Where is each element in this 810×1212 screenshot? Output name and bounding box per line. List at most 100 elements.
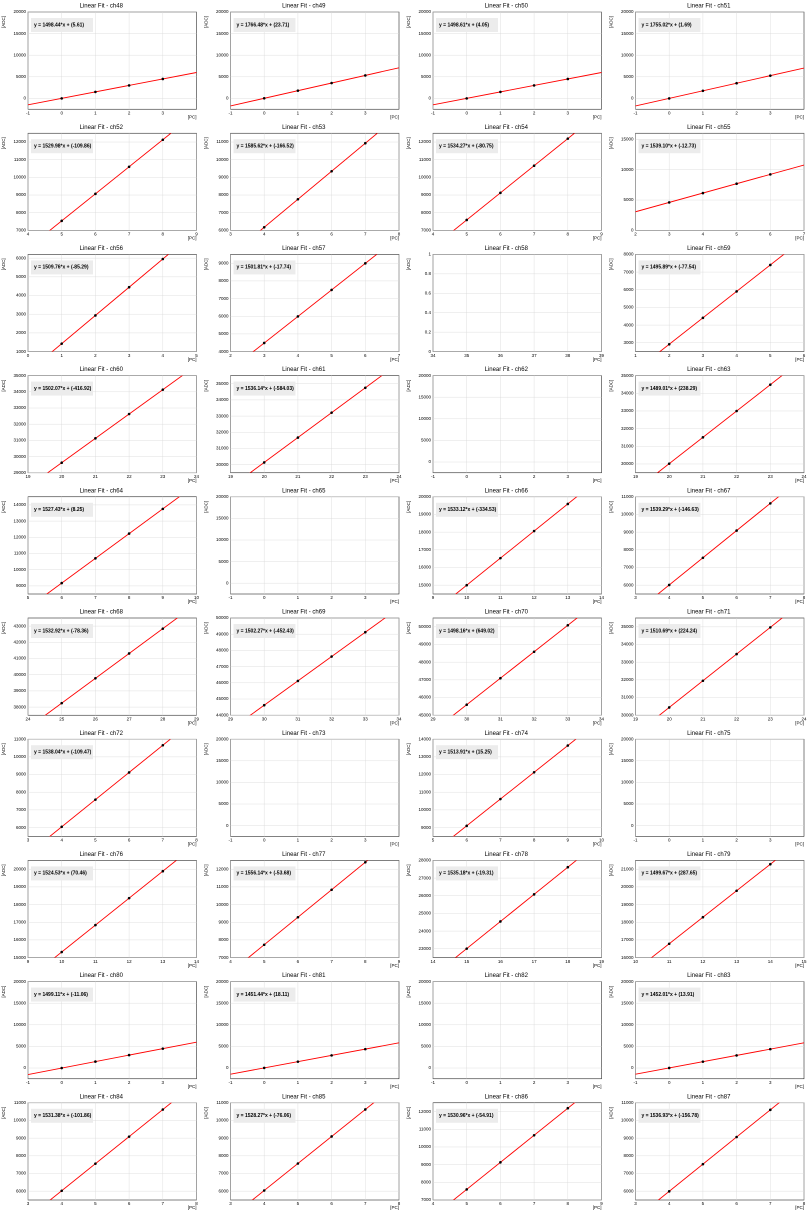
x-axis-label: [PC] (188, 599, 197, 604)
y-axis-label: [ADC] (609, 986, 614, 998)
x-tick-label: 7 (162, 838, 165, 843)
y-tick-label: 5000 (16, 1044, 27, 1049)
fit-line (28, 72, 197, 106)
data-point (161, 743, 165, 747)
y-tick-label: 5000 (218, 74, 229, 79)
data-point (296, 89, 300, 92)
y-tick-label: 31000 (216, 446, 229, 451)
y-tick-label: 11000 (419, 157, 432, 162)
y-tick-label: 33000 (216, 413, 229, 418)
y-tick-label: 8000 (421, 1180, 432, 1185)
chart-title: Linear Fit - ch69 (282, 610, 326, 616)
fit-label: y = 1530.96*x + (-54.91) (439, 1113, 494, 1119)
y-tick-label: 20000 (216, 979, 229, 984)
x-tick-label: 3 (567, 1080, 570, 1085)
data-point (364, 630, 367, 634)
panel: Linear Fit - ch56 1000 2000 3000 4000 5000 600… (1, 246, 198, 362)
y-tick-label: 5000 (218, 801, 229, 806)
y-tick-label: 11000 (14, 157, 27, 162)
data-point (60, 342, 63, 345)
y-tick-label: 10000 (216, 902, 229, 907)
y-tick-label: 13000 (13, 518, 26, 523)
y-tick-label: 25000 (418, 911, 431, 916)
data-point (161, 869, 165, 873)
x-tick-label: 1 (94, 1080, 97, 1085)
x-axis-label: [PC] (390, 236, 399, 241)
fit-line (455, 496, 578, 594)
x-tick-label: 3 (567, 474, 570, 479)
fit-label: y = 1532.92*x + (-78.36) (34, 628, 89, 634)
x-tick-label: 1 (297, 595, 300, 600)
fit-line (251, 1102, 375, 1201)
y-axis-label: [ADC] (609, 137, 614, 149)
data-point (296, 315, 300, 318)
x-tick-label: 4 (668, 1201, 671, 1206)
fit-line (44, 618, 178, 716)
chart-title: Linear Fit - ch51 (687, 4, 731, 10)
fit-label: y = 1536.14*x + (-584.03) (237, 386, 295, 392)
data-point (60, 1189, 63, 1193)
x-tick-label: 22 (734, 474, 740, 479)
fit-label-box (233, 260, 296, 275)
data-point (667, 342, 671, 346)
data-point (364, 74, 367, 77)
fit-line (452, 1102, 576, 1201)
x-tick-label: 21 (295, 474, 301, 479)
y-tick-label: 8000 (421, 210, 432, 215)
y-tick-label: 5000 (623, 801, 634, 806)
data-point (161, 138, 165, 142)
plot-area (635, 738, 805, 837)
y-tick-label: 5000 (218, 559, 229, 564)
y-axis-label: [ADC] (406, 380, 411, 392)
data-point (701, 915, 705, 919)
data-point (769, 1047, 772, 1051)
x-tick-label: 0 (263, 595, 266, 600)
y-tick-label: 34000 (216, 397, 229, 402)
x-tick-label: 39 (599, 353, 605, 358)
x-tick-label: 8 (803, 595, 806, 600)
data-point (364, 1108, 367, 1111)
fit-label-box (638, 987, 701, 1002)
x-tick-label: 7 (769, 1201, 772, 1206)
y-tick-label: 10000 (418, 1022, 431, 1027)
fit-label: y = 1538.04*x + (-109.47) (34, 750, 92, 756)
fit-label-box (638, 502, 701, 517)
fit-label: y = 1527.43*x + (8.25) (34, 507, 84, 513)
x-axis-label: [PC] (390, 1205, 399, 1210)
data-point (566, 502, 570, 506)
fit-label: y = 1489.01*x + (238.29) (642, 386, 698, 392)
y-tick-label: 0 (631, 823, 634, 828)
y-tick-label: 27000 (418, 875, 431, 880)
x-tick-label: 3 (27, 1201, 30, 1206)
x-tick-label: 2 (533, 1080, 536, 1085)
fit-label: y = 1533.12*x + (-334.53) (439, 507, 497, 513)
x-tick-label: 6 (128, 1201, 131, 1206)
fit-label: y = 1539.29*x + (-146.63) (642, 507, 700, 513)
x-tick-label: 1 (702, 110, 705, 115)
y-tick-label: 15000 (216, 31, 229, 36)
y-tick-label: 9000 (218, 175, 229, 180)
x-tick-label: 19 (633, 716, 639, 721)
x-tick-label: 37 (532, 353, 538, 358)
data-point (499, 1161, 502, 1164)
y-tick-label: 16000 (418, 565, 431, 570)
y-tick-label: 6000 (16, 255, 27, 260)
data-point (127, 771, 131, 774)
x-tick-label: 20 (262, 474, 268, 479)
x-tick-label: 7 (803, 232, 806, 237)
x-tick-label: 0 (465, 110, 468, 115)
panel: Linear Fit - ch48 0 5000 10000 15000 20000 -1 0… (1, 4, 197, 119)
y-tick-label: 20000 (621, 9, 634, 14)
y-tick-label: 30000 (621, 461, 634, 466)
x-tick-label: 4 (60, 838, 63, 843)
x-tick-label: 5 (432, 838, 435, 843)
x-tick-label: 3 (162, 110, 165, 115)
x-tick-label: 2 (330, 110, 333, 115)
data-point (532, 164, 536, 168)
data-point (60, 461, 63, 464)
x-axis-label: [PC] (188, 1084, 197, 1089)
y-tick-label: 19000 (13, 884, 26, 889)
data-point (667, 706, 671, 709)
x-tick-label: 8 (567, 232, 570, 237)
x-tick-label: -1 (431, 110, 435, 115)
